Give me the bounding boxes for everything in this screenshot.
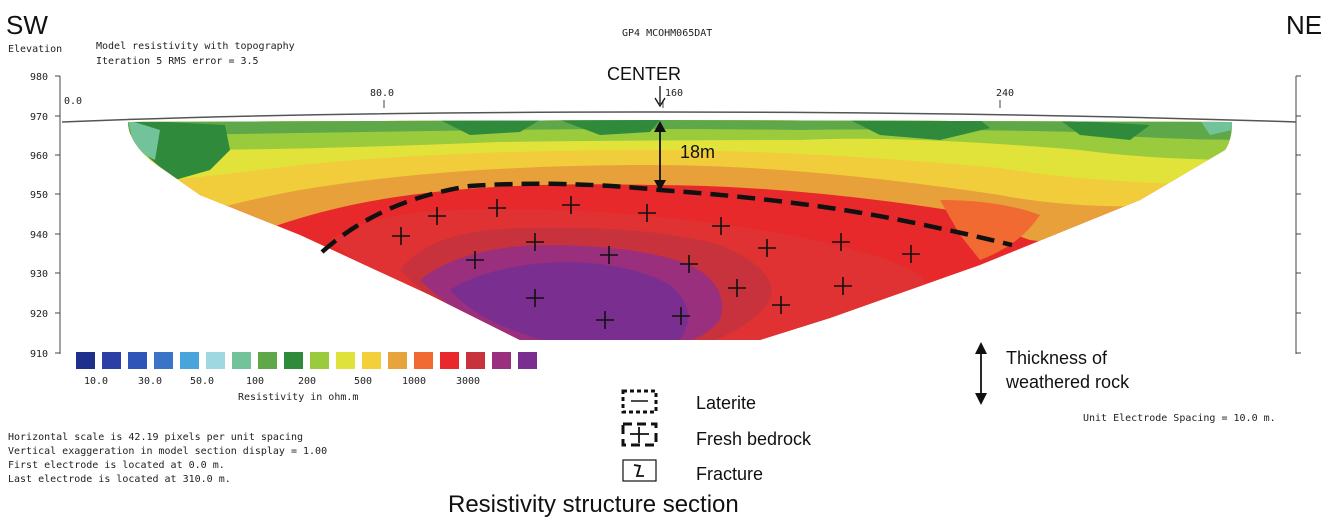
colorbar-swatch	[492, 352, 511, 369]
colorbar-swatch	[76, 352, 95, 369]
colorbar-swatch	[362, 352, 381, 369]
direction-sw-label: SW	[6, 10, 48, 40]
fresh-bedrock-label: Fresh bedrock	[696, 429, 812, 449]
center-arrow-icon	[654, 86, 666, 108]
colorbar-swatch	[414, 352, 433, 369]
plus-marker	[902, 245, 920, 263]
colorbar-tick-label: 10.0	[84, 376, 108, 387]
elevation-tick-label: 940	[30, 230, 48, 241]
colorbar-ticks: 10.0 30.0 50.0 100 200 500 1000 3000 Res…	[84, 376, 480, 403]
laterite-label: Laterite	[696, 393, 756, 413]
diagram-caption: Resistivity structure section	[448, 491, 739, 518]
iteration-text: Iteration 5 RMS error = 3.5	[96, 56, 259, 67]
colorbar-tick-label: 200	[298, 376, 316, 387]
colorbar-swatch	[102, 352, 121, 369]
laterite-legend-icon	[621, 389, 658, 414]
depth-arrow-icon	[654, 121, 666, 191]
plus-marker	[596, 311, 614, 329]
plus-marker	[638, 204, 656, 222]
colorbar-tick-label: 30.0	[138, 376, 162, 387]
fracture-label: Fracture	[696, 464, 763, 484]
colorbar-swatch	[180, 352, 199, 369]
plus-marker	[392, 227, 410, 245]
last-electrode-text: Last electrode is located at 310.0 m.	[8, 474, 231, 485]
thickness-label-line2: weathered rock	[1005, 372, 1130, 392]
unit-spacing-text: Unit Electrode Spacing = 10.0 m.	[1083, 413, 1276, 424]
colorbar-swatch	[440, 352, 459, 369]
colorbar-tick-label: 1000	[402, 376, 426, 387]
elevation-axis-title: Elevation	[8, 44, 62, 55]
right-axis	[1295, 75, 1301, 354]
plus-marker	[488, 199, 506, 217]
elevation-tick-label: 970	[30, 112, 48, 123]
distance-tick-label: 80.0	[370, 88, 394, 99]
plus-marker	[680, 255, 698, 273]
colorbar-swatch	[466, 352, 485, 369]
elevation-tick-label: 920	[30, 309, 48, 320]
first-electrode-text: First electrode is located at 0.0 m.	[8, 460, 225, 471]
fracture-legend-icon	[622, 459, 657, 482]
plus-marker	[428, 207, 446, 225]
distance-axis: 0.0 80.0 160 240	[64, 88, 1014, 108]
colorbar-swatch	[518, 352, 537, 369]
plus-marker	[728, 279, 746, 297]
colorbar-swatch	[310, 352, 329, 369]
plus-marker	[526, 233, 544, 251]
colorbar-swatch	[284, 352, 303, 369]
plus-marker	[832, 233, 850, 251]
distance-tick-label: 0.0	[64, 96, 82, 107]
colorbar-tick-label: 3000	[456, 376, 480, 387]
colorbar-swatch	[232, 352, 251, 369]
elevation-tick-label: 960	[30, 151, 48, 162]
footer-notes: Horizontal scale is 42.19 pixels per uni…	[8, 432, 327, 485]
colorbar-swatch	[154, 352, 173, 369]
depth-label: 18m	[680, 142, 715, 162]
direction-ne-label: NE	[1286, 10, 1322, 40]
colorbar-swatch	[388, 352, 407, 369]
plus-marker	[758, 239, 776, 257]
center-label: CENTER	[607, 64, 681, 84]
bedrock-markers	[392, 196, 920, 329]
elevation-tick-label: 950	[30, 190, 48, 201]
distance-tick-label: 160	[665, 88, 683, 99]
colorbar-swatch	[206, 352, 225, 369]
plus-marker	[526, 289, 544, 307]
plus-marker	[772, 296, 790, 314]
colorbar-tick-label: 500	[354, 376, 372, 387]
colorbar-swatches	[76, 352, 537, 369]
thickness-label-line1: Thickness of	[1006, 348, 1108, 368]
plus-marker	[562, 196, 580, 214]
colorbar-swatch	[128, 352, 147, 369]
colorbar-tick-label: 50.0	[190, 376, 214, 387]
plus-marker	[712, 217, 730, 235]
model-title: Model resistivity with topography	[96, 41, 295, 52]
colorbar-swatch	[258, 352, 277, 369]
plus-marker	[834, 277, 852, 295]
elevation-axis: 980 970 960 950 940 930 920 910	[30, 72, 61, 360]
distance-tick-label: 240	[996, 88, 1014, 99]
plus-marker	[466, 251, 484, 269]
colorbar-title: Resistivity in ohm.m	[238, 392, 358, 403]
file-name-label: GP4 MCOHM065DAT	[622, 28, 712, 39]
resistivity-section	[128, 120, 1232, 340]
elevation-tick-label: 910	[30, 349, 48, 360]
thickness-arrow-icon	[975, 342, 987, 405]
fresh-bedrock-legend-icon	[621, 422, 658, 447]
vertical-exaggeration-text: Vertical exaggeration in model section d…	[8, 446, 327, 457]
colorbar-tick-label: 100	[246, 376, 264, 387]
plus-marker	[672, 307, 690, 325]
elevation-tick-label: 930	[30, 269, 48, 280]
plus-marker	[600, 246, 618, 264]
topography-line	[61, 111, 1297, 123]
horizontal-scale-text: Horizontal scale is 42.19 pixels per uni…	[8, 432, 303, 443]
colorbar-swatch	[336, 352, 355, 369]
elevation-tick-label: 980	[30, 72, 48, 83]
